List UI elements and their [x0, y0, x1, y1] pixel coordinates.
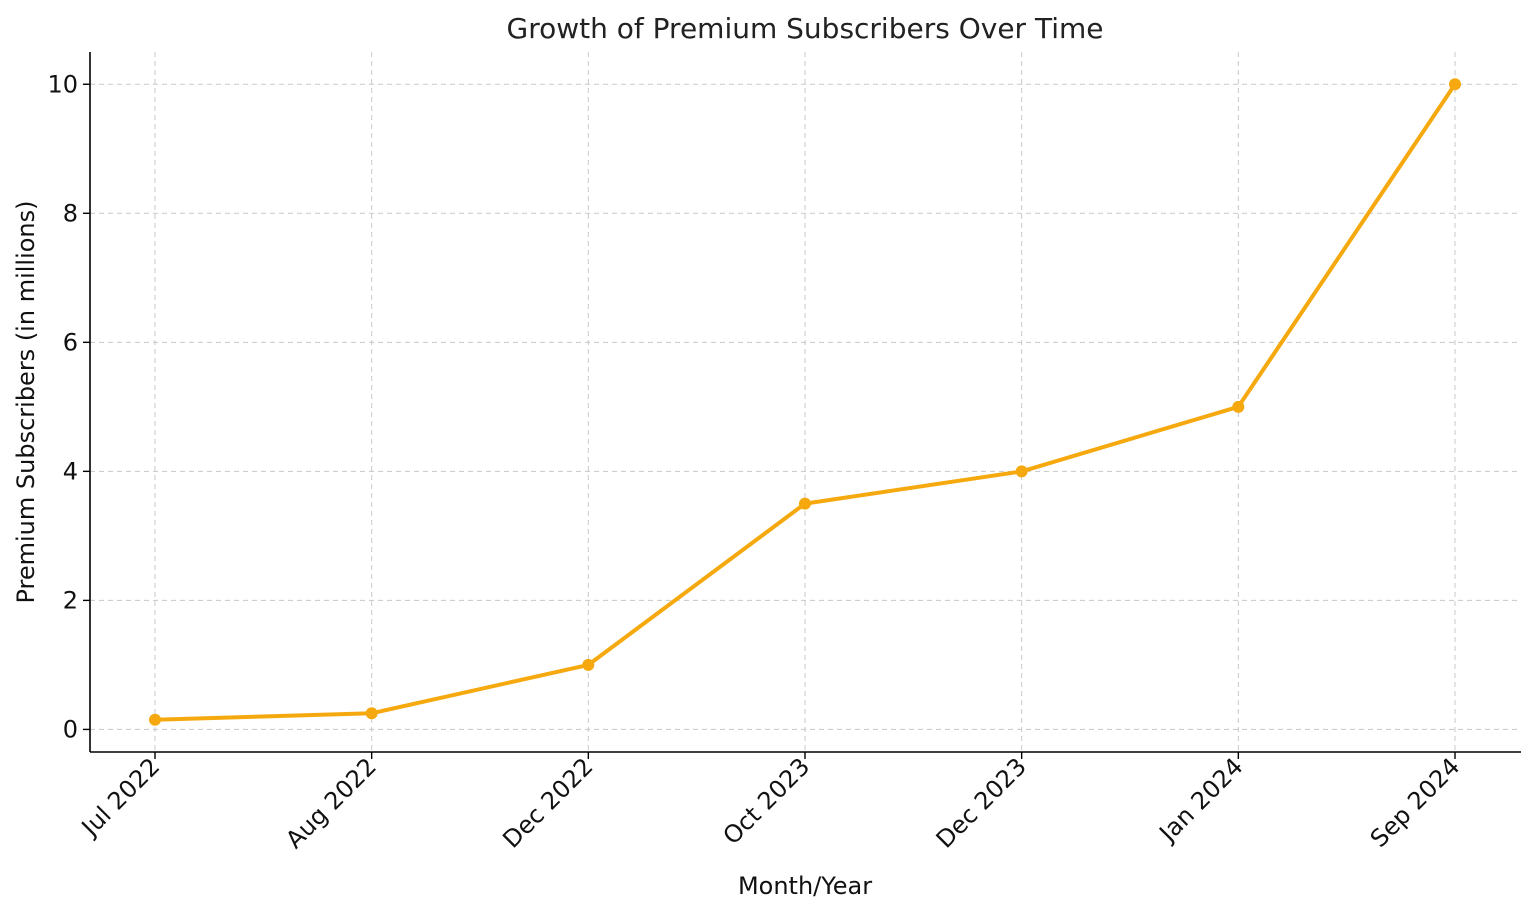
data-point [149, 713, 161, 726]
x-tick-label: Dec 2023 [931, 752, 1032, 853]
x-tick-label: Oct 2023 [718, 752, 816, 850]
x-axis-label: Month/Year [738, 872, 872, 900]
grid-lines [90, 52, 1521, 752]
tick-labels: 0 2 4 6 8 10 Jul 2022 Aug 2022 Dec 2022 Oct 2023 D… [47, 70, 1465, 854]
series-layer [149, 78, 1461, 726]
data-point [1449, 78, 1461, 91]
chart-title: Growth of Premium Subscribers Over Time [507, 12, 1104, 45]
y-tick-label: 10 [47, 70, 78, 98]
y-tick-label: 0 [63, 715, 78, 743]
y-tick-label: 4 [63, 457, 78, 485]
axes [83, 52, 1521, 759]
data-point [1015, 465, 1028, 478]
data-point [582, 658, 595, 671]
y-axis-label: Premium Subscribers (in millions) [12, 200, 40, 603]
y-tick-label: 6 [63, 328, 78, 356]
y-tick-label: 2 [63, 586, 78, 614]
x-tick-label: Jul 2022 [75, 752, 165, 842]
y-tick-label: 8 [63, 199, 78, 227]
data-point [365, 707, 378, 720]
data-point [1232, 400, 1245, 413]
x-tick-label: Aug 2022 [280, 752, 382, 854]
x-tick-label: Sep 2024 [1365, 752, 1465, 852]
x-tick-label: Dec 2022 [497, 752, 598, 853]
x-tick-label: Jan 2024 [1153, 752, 1249, 848]
data-point [799, 497, 811, 510]
